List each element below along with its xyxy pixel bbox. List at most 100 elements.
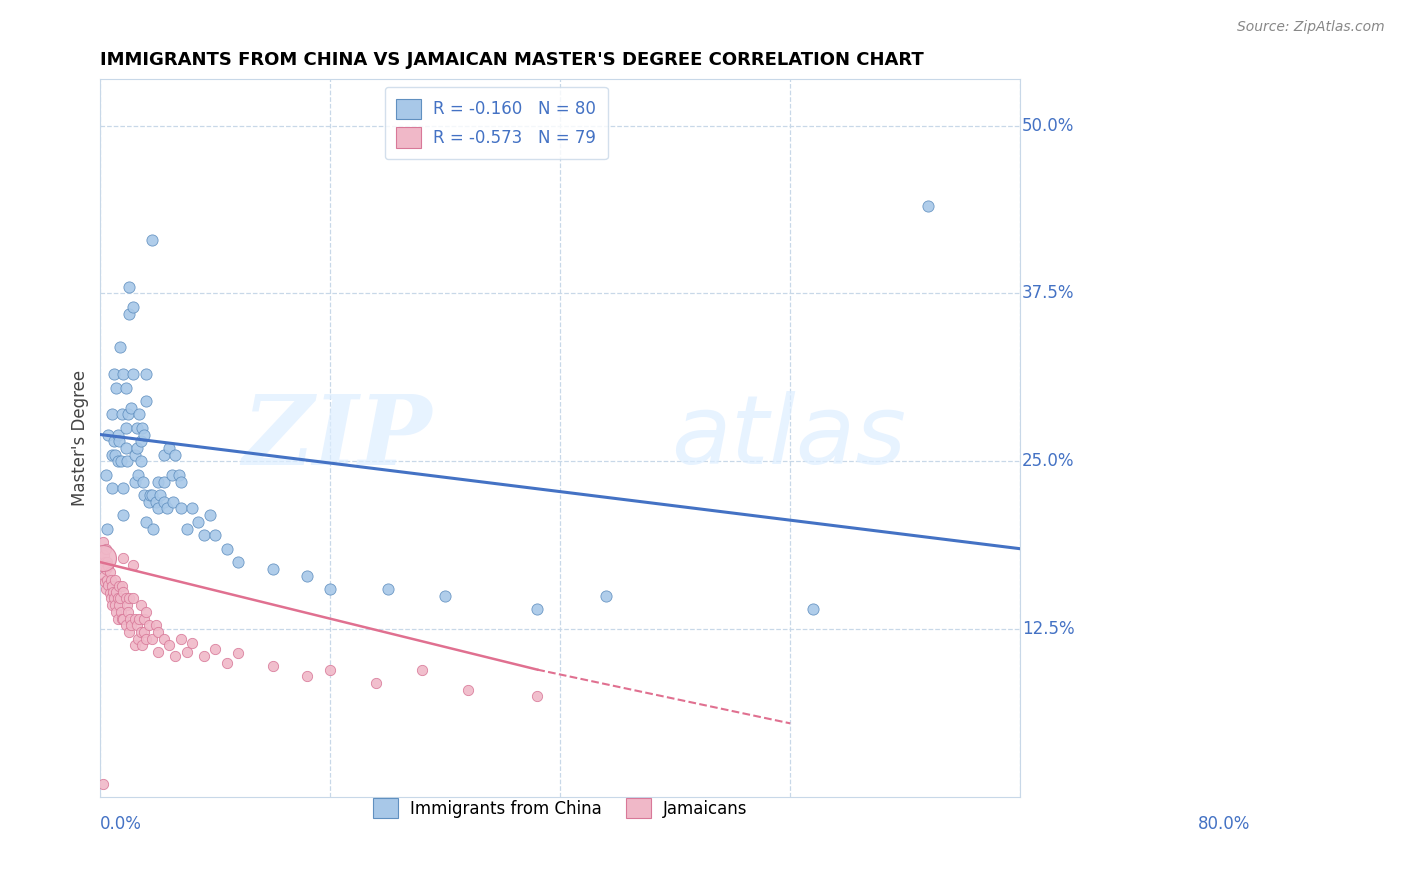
Point xyxy=(112,551,135,566)
Text: 0.0%: 0.0% xyxy=(100,815,142,833)
Point xyxy=(110,454,132,468)
Point xyxy=(262,658,284,673)
Point xyxy=(124,475,146,489)
Point xyxy=(105,584,128,599)
Point xyxy=(107,591,129,606)
Point xyxy=(107,598,129,612)
Point xyxy=(107,579,129,593)
Point xyxy=(204,642,226,657)
Point xyxy=(98,586,121,600)
Point xyxy=(141,632,163,646)
Point xyxy=(366,676,388,690)
Point xyxy=(131,639,153,653)
Point xyxy=(114,421,136,435)
Point xyxy=(176,522,198,536)
Point xyxy=(117,408,139,422)
Point xyxy=(135,367,157,381)
Point xyxy=(112,611,135,625)
Text: 37.5%: 37.5% xyxy=(1022,285,1074,302)
Point xyxy=(117,605,139,619)
Point xyxy=(121,300,143,314)
Point xyxy=(132,475,155,489)
Point xyxy=(105,605,128,619)
Point xyxy=(120,401,142,415)
Point xyxy=(96,522,118,536)
Point xyxy=(377,582,399,596)
Point xyxy=(215,656,238,670)
Point xyxy=(457,682,479,697)
Text: atlas: atlas xyxy=(671,392,905,484)
Text: Source: ZipAtlas.com: Source: ZipAtlas.com xyxy=(1237,20,1385,34)
Point xyxy=(127,618,149,632)
Point xyxy=(91,535,114,549)
Point xyxy=(128,611,150,625)
Point xyxy=(132,611,155,625)
Point xyxy=(124,639,146,653)
Point xyxy=(124,611,146,625)
Text: ZIP: ZIP xyxy=(242,391,432,485)
Point xyxy=(149,488,172,502)
Point xyxy=(141,233,163,247)
Point xyxy=(94,575,117,590)
Point xyxy=(132,488,155,502)
Point xyxy=(131,421,153,435)
Point xyxy=(111,408,134,422)
Point xyxy=(93,549,115,563)
Point xyxy=(152,632,174,646)
Point xyxy=(112,508,135,523)
Point xyxy=(127,441,149,455)
Text: 12.5%: 12.5% xyxy=(1022,620,1074,639)
Point xyxy=(204,528,226,542)
Point xyxy=(114,591,136,606)
Point xyxy=(108,591,131,606)
Point xyxy=(156,501,179,516)
Point xyxy=(112,481,135,495)
Point xyxy=(94,555,117,569)
Y-axis label: Master's Degree: Master's Degree xyxy=(72,370,89,506)
Point xyxy=(101,579,124,593)
Point xyxy=(157,441,180,455)
Point xyxy=(297,568,319,582)
Point xyxy=(94,467,117,482)
Point xyxy=(262,562,284,576)
Point xyxy=(193,649,215,664)
Text: IMMIGRANTS FROM CHINA VS JAMAICAN MASTER'S DEGREE CORRELATION CHART: IMMIGRANTS FROM CHINA VS JAMAICAN MASTER… xyxy=(100,51,924,69)
Point xyxy=(107,611,129,625)
Point xyxy=(115,454,138,468)
Point xyxy=(526,690,548,704)
Point xyxy=(98,565,121,579)
Point xyxy=(107,434,129,449)
Point xyxy=(101,598,124,612)
Point xyxy=(101,481,124,495)
Point xyxy=(135,632,157,646)
Point xyxy=(181,501,204,516)
Point xyxy=(107,427,129,442)
Point xyxy=(319,663,342,677)
Point xyxy=(146,625,169,640)
Point xyxy=(135,605,157,619)
Point xyxy=(145,494,167,508)
Text: 50.0%: 50.0% xyxy=(1022,117,1074,135)
Point xyxy=(121,367,143,381)
Point xyxy=(170,475,193,489)
Point xyxy=(165,649,187,664)
Point xyxy=(108,340,131,354)
Point xyxy=(138,494,160,508)
Point xyxy=(526,602,548,616)
Point xyxy=(215,541,238,556)
Point xyxy=(129,434,152,449)
Point xyxy=(297,669,319,683)
Point xyxy=(198,508,221,523)
Point xyxy=(142,522,165,536)
Point xyxy=(101,448,124,462)
Point xyxy=(228,647,250,661)
Point xyxy=(917,199,939,213)
Point xyxy=(132,427,155,442)
Point xyxy=(165,448,187,462)
Point xyxy=(187,515,209,529)
Point xyxy=(176,645,198,659)
Point xyxy=(146,645,169,659)
Point xyxy=(93,568,115,582)
Point xyxy=(801,602,824,616)
Point xyxy=(115,598,138,612)
